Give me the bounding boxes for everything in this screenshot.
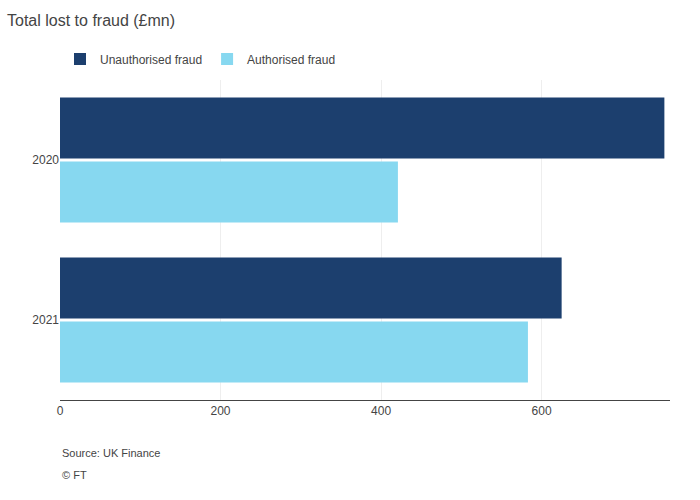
- svg-text:200: 200: [211, 404, 231, 418]
- svg-text:Total lost to fraud (£mn): Total lost to fraud (£mn): [7, 12, 175, 29]
- svg-text:2020: 2020: [32, 153, 59, 167]
- svg-text:0: 0: [57, 404, 64, 418]
- svg-text:600: 600: [532, 404, 552, 418]
- svg-text:2021: 2021: [32, 313, 59, 327]
- svg-text:© FT: © FT: [62, 469, 87, 481]
- svg-text:400: 400: [371, 404, 391, 418]
- svg-text:Source: UK Finance: Source: UK Finance: [62, 447, 160, 459]
- svg-text:Unauthorised fraud: Unauthorised fraud: [100, 53, 202, 67]
- svg-text:Authorised fraud: Authorised fraud: [247, 53, 335, 67]
